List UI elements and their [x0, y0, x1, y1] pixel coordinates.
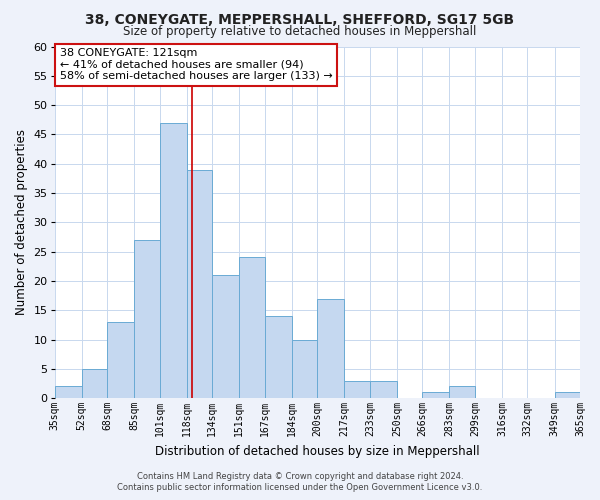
Bar [265, 316, 292, 398]
Bar [212, 275, 239, 398]
Bar [317, 298, 344, 398]
Text: Size of property relative to detached houses in Meppershall: Size of property relative to detached ho… [124, 25, 476, 38]
Bar [292, 340, 317, 398]
Bar [370, 380, 397, 398]
Bar [55, 386, 82, 398]
Bar [422, 392, 449, 398]
X-axis label: Distribution of detached houses by size in Meppershall: Distribution of detached houses by size … [155, 444, 479, 458]
Bar [82, 369, 107, 398]
Bar [239, 258, 265, 398]
Text: 38, CONEYGATE, MEPPERSHALL, SHEFFORD, SG17 5GB: 38, CONEYGATE, MEPPERSHALL, SHEFFORD, SG… [85, 12, 515, 26]
Text: Contains HM Land Registry data © Crown copyright and database right 2024.
Contai: Contains HM Land Registry data © Crown c… [118, 472, 482, 492]
Bar [554, 392, 580, 398]
Bar [107, 322, 134, 398]
Bar [449, 386, 475, 398]
Bar [160, 122, 187, 398]
Bar [187, 170, 212, 398]
Text: 38 CONEYGATE: 121sqm
← 41% of detached houses are smaller (94)
58% of semi-detac: 38 CONEYGATE: 121sqm ← 41% of detached h… [60, 48, 332, 82]
Bar [344, 380, 370, 398]
Bar [134, 240, 160, 398]
Y-axis label: Number of detached properties: Number of detached properties [15, 130, 28, 316]
